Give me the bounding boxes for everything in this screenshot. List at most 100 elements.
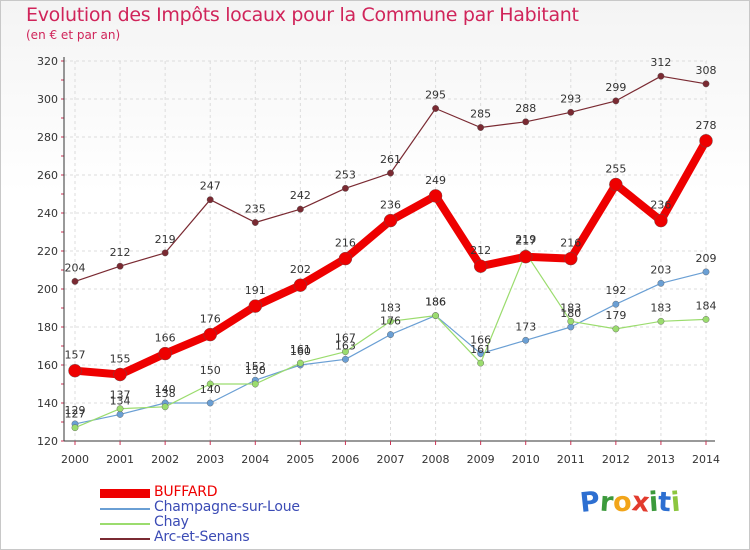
data-point bbox=[113, 367, 127, 382]
data-label: 255 bbox=[605, 163, 626, 176]
data-label: 217 bbox=[515, 235, 536, 248]
data-point bbox=[567, 317, 575, 325]
data-labels: 204 212 219 247 235 242 253 261 295 285 288 293 299 3… bbox=[65, 56, 717, 421]
data-label: 308 bbox=[696, 64, 717, 77]
chart-subtitle: (en € et par an) bbox=[26, 28, 121, 42]
data-point bbox=[477, 350, 485, 357]
data-point bbox=[432, 312, 439, 319]
data-label: 137 bbox=[110, 389, 131, 402]
data-label: 161 bbox=[290, 343, 311, 356]
data-label: 150 bbox=[245, 364, 266, 377]
data-label: 183 bbox=[560, 301, 581, 314]
data-label: 219 bbox=[155, 233, 176, 246]
y-tick-label: 300 bbox=[37, 93, 58, 106]
data-point bbox=[342, 355, 349, 363]
data-label: 166 bbox=[470, 334, 491, 347]
data-point bbox=[68, 364, 82, 378]
legend-label: Champagne-sur-Loue bbox=[154, 499, 300, 515]
data-point bbox=[522, 336, 530, 344]
y-tick-label: 280 bbox=[37, 131, 58, 144]
data-point bbox=[567, 108, 575, 116]
data-label: 278 bbox=[696, 119, 717, 132]
data-label: 140 bbox=[200, 383, 221, 396]
data-label: 140 bbox=[155, 383, 176, 396]
data-point bbox=[203, 327, 217, 342]
data-point bbox=[251, 380, 259, 388]
y-tick-label: 120 bbox=[37, 435, 58, 448]
data-point bbox=[342, 184, 349, 192]
data-label: 249 bbox=[425, 174, 446, 187]
data-label: 247 bbox=[200, 180, 221, 193]
data-label: 127 bbox=[65, 408, 86, 421]
x-tick-label: 2013 bbox=[647, 453, 675, 466]
data-label: 183 bbox=[650, 301, 671, 314]
x-tick-label: 2004 bbox=[241, 453, 269, 466]
data-label: 179 bbox=[605, 309, 626, 322]
legend-label: BUFFARD bbox=[154, 484, 218, 500]
data-label: 285 bbox=[470, 108, 491, 121]
y-tick-label: 240 bbox=[37, 207, 58, 220]
data-label: 204 bbox=[65, 261, 86, 274]
y-tick-label: 200 bbox=[37, 283, 58, 296]
x-tick-label: 2002 bbox=[151, 453, 179, 466]
x-tick-label: 2014 bbox=[692, 453, 720, 466]
data-point bbox=[251, 219, 259, 226]
data-point bbox=[116, 262, 124, 270]
data-point bbox=[387, 317, 394, 325]
data-point bbox=[432, 105, 439, 112]
data-label: 212 bbox=[110, 246, 131, 259]
data-label: 167 bbox=[335, 332, 356, 345]
data-point bbox=[158, 346, 172, 361]
data-point bbox=[654, 213, 668, 228]
logo-letter: i bbox=[669, 486, 682, 519]
axes: 120 140 160 180 200 220 240 260 280 300 320 2000 200… bbox=[37, 55, 720, 466]
data-label: 191 bbox=[245, 284, 266, 297]
x-tick-label: 2005 bbox=[286, 453, 314, 466]
data-label: 261 bbox=[380, 153, 401, 166]
data-label: 236 bbox=[650, 199, 671, 212]
data-label: 157 bbox=[65, 349, 86, 362]
data-label: 155 bbox=[110, 353, 131, 366]
legend-label: Chay bbox=[154, 514, 189, 530]
data-label: 295 bbox=[425, 89, 446, 102]
data-label: 253 bbox=[335, 168, 356, 181]
legend-label: Arc-et-Senans bbox=[154, 529, 250, 545]
x-tick-label: 2001 bbox=[106, 453, 134, 466]
legend-swatch bbox=[100, 523, 150, 525]
data-label: 212 bbox=[470, 244, 491, 257]
data-label: 209 bbox=[696, 252, 717, 265]
data-label: 236 bbox=[380, 199, 401, 212]
data-point bbox=[116, 410, 124, 418]
data-label: 186 bbox=[425, 296, 446, 309]
data-point bbox=[657, 317, 665, 325]
legend-swatch bbox=[100, 538, 150, 540]
data-point bbox=[116, 405, 124, 413]
data-label: 180 bbox=[560, 307, 581, 320]
data-label: 163 bbox=[335, 339, 356, 352]
data-point bbox=[564, 251, 578, 266]
data-point bbox=[519, 250, 533, 264]
data-point bbox=[657, 279, 665, 287]
data-label: 152 bbox=[245, 360, 266, 373]
y-tick-label: 140 bbox=[37, 397, 58, 410]
y-tick-label: 160 bbox=[37, 359, 58, 372]
data-point bbox=[699, 134, 713, 148]
data-point bbox=[161, 403, 169, 411]
data-point bbox=[206, 380, 214, 388]
data-label: 160 bbox=[290, 345, 311, 358]
data-point bbox=[428, 189, 443, 203]
data-label: 176 bbox=[380, 315, 401, 328]
logo-letter: P bbox=[578, 486, 602, 519]
x-tick-label: 2011 bbox=[557, 453, 585, 466]
x-tick-label: 2006 bbox=[331, 453, 359, 466]
data-label: 216 bbox=[560, 237, 581, 250]
x-tick-label: 2012 bbox=[602, 453, 630, 466]
data-point bbox=[293, 278, 308, 292]
data-label: 186 bbox=[425, 296, 446, 309]
data-point bbox=[702, 80, 710, 88]
data-label: 288 bbox=[515, 102, 536, 115]
data-point bbox=[71, 424, 79, 432]
data-point bbox=[702, 268, 710, 276]
